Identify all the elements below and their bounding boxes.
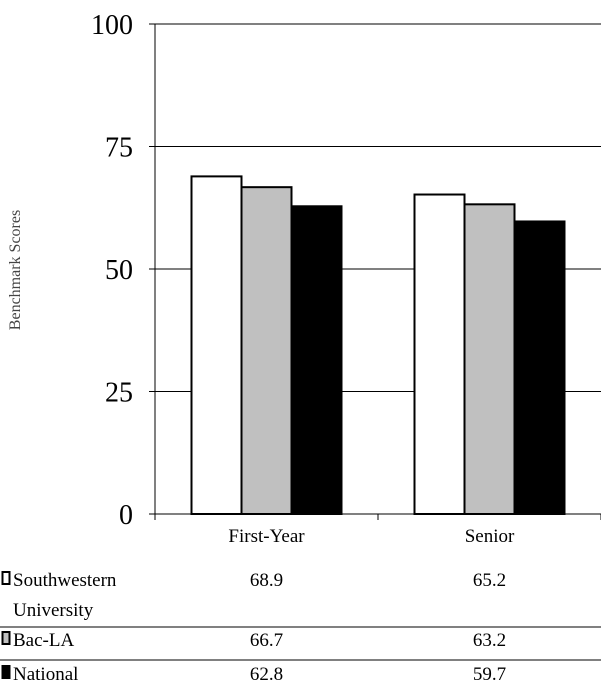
bar-national-first-year (290, 205, 343, 515)
y-axis-title: Benchmark Scores (7, 210, 24, 330)
data-table: Southwestern University 68.9 65.2 Bac-LA 66.7… (0, 570, 601, 685)
axes (149, 23, 601, 520)
legend-label: National (13, 664, 78, 685)
legend-label: Bac-LA (13, 630, 74, 651)
legend-label: Southwestern (13, 570, 117, 591)
table-value: 68.9 (250, 570, 283, 591)
y-axis-ticks: 0 25 50 75 100 (91, 10, 133, 531)
y-tick-label: 75 (105, 133, 133, 164)
y-tick-label: 100 (91, 10, 133, 41)
bar-southwestern-university-first-year (190, 175, 243, 515)
x-tick-label: Senior (465, 526, 515, 547)
y-tick-label: 0 (119, 500, 133, 531)
table-value: 63.2 (473, 630, 506, 651)
bar-bac-la-first-year (240, 186, 293, 515)
y-tick-label: 25 (105, 378, 133, 409)
x-tick-label: First-Year (228, 526, 305, 547)
legend-label: University (13, 600, 94, 621)
legend-swatch-southwestern-university (1, 571, 11, 585)
bar-bac-la-senior (463, 203, 516, 515)
table-value: 65.2 (473, 570, 506, 591)
table-value: 66.7 (250, 630, 283, 651)
legend-swatch-national (1, 665, 11, 679)
x-axis-ticks: First-Year Senior (228, 526, 515, 547)
bar-national-senior (513, 220, 566, 515)
y-tick-label: 50 (105, 255, 133, 286)
bar-southwestern-university-senior (413, 193, 466, 516)
legend-swatch-bac-la (1, 631, 11, 645)
table-value: 59.7 (473, 664, 506, 685)
table-value: 62.8 (250, 664, 283, 685)
bars (190, 175, 566, 516)
